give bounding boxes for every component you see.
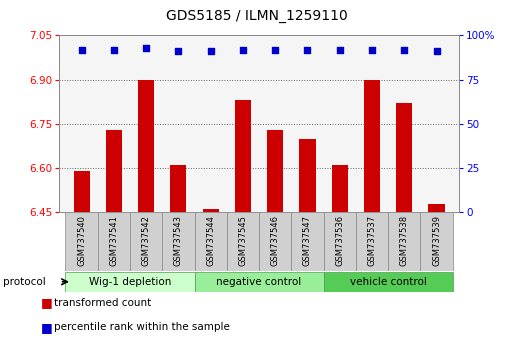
Point	[142, 45, 150, 51]
Text: transformed count: transformed count	[54, 298, 151, 308]
Text: Wig-1 depletion: Wig-1 depletion	[89, 277, 171, 287]
Point	[77, 47, 86, 52]
Point	[400, 47, 408, 52]
Bar	[259, 212, 291, 271]
Bar	[300, 139, 315, 212]
Bar	[421, 212, 452, 271]
Text: GSM737547: GSM737547	[303, 215, 312, 266]
Point	[336, 47, 344, 52]
Bar	[324, 272, 452, 292]
Point	[239, 47, 247, 52]
Bar	[138, 80, 154, 212]
Bar	[170, 165, 186, 212]
Text: GSM737537: GSM737537	[367, 215, 377, 267]
Text: GSM737538: GSM737538	[400, 215, 409, 267]
Text: GSM737544: GSM737544	[206, 215, 215, 266]
Text: GSM737541: GSM737541	[109, 215, 119, 266]
Bar	[428, 204, 445, 212]
Bar	[194, 272, 324, 292]
Bar	[332, 165, 348, 212]
Bar	[203, 210, 219, 212]
Text: vehicle control: vehicle control	[350, 277, 427, 287]
Text: protocol: protocol	[3, 277, 45, 287]
Bar	[324, 212, 356, 271]
Bar	[388, 212, 421, 271]
Text: negative control: negative control	[216, 277, 302, 287]
Point	[432, 48, 441, 54]
Bar	[235, 100, 251, 212]
Text: GSM737540: GSM737540	[77, 215, 86, 266]
Point	[303, 47, 311, 52]
Bar	[66, 272, 194, 292]
Text: GSM737536: GSM737536	[335, 215, 344, 267]
Point	[368, 47, 376, 52]
Bar	[130, 212, 162, 271]
Bar	[194, 212, 227, 271]
Text: ■: ■	[41, 321, 53, 334]
Bar	[364, 80, 380, 212]
Bar	[66, 212, 97, 271]
Text: GSM737539: GSM737539	[432, 215, 441, 266]
Point	[110, 47, 118, 52]
Point	[271, 47, 279, 52]
Bar	[106, 130, 122, 212]
Bar	[73, 171, 90, 212]
Bar	[396, 103, 412, 212]
Text: GDS5185 / ILMN_1259110: GDS5185 / ILMN_1259110	[166, 9, 347, 23]
Bar	[97, 212, 130, 271]
Text: percentile rank within the sample: percentile rank within the sample	[54, 322, 230, 332]
Text: ■: ■	[41, 296, 53, 309]
Bar	[162, 212, 194, 271]
Text: GSM737545: GSM737545	[239, 215, 247, 266]
Text: GSM737543: GSM737543	[174, 215, 183, 266]
Bar	[356, 212, 388, 271]
Bar	[267, 130, 283, 212]
Bar	[291, 212, 324, 271]
Text: GSM737546: GSM737546	[271, 215, 280, 266]
Point	[207, 48, 215, 54]
Point	[174, 48, 183, 54]
Text: GSM737542: GSM737542	[142, 215, 151, 266]
Bar	[227, 212, 259, 271]
